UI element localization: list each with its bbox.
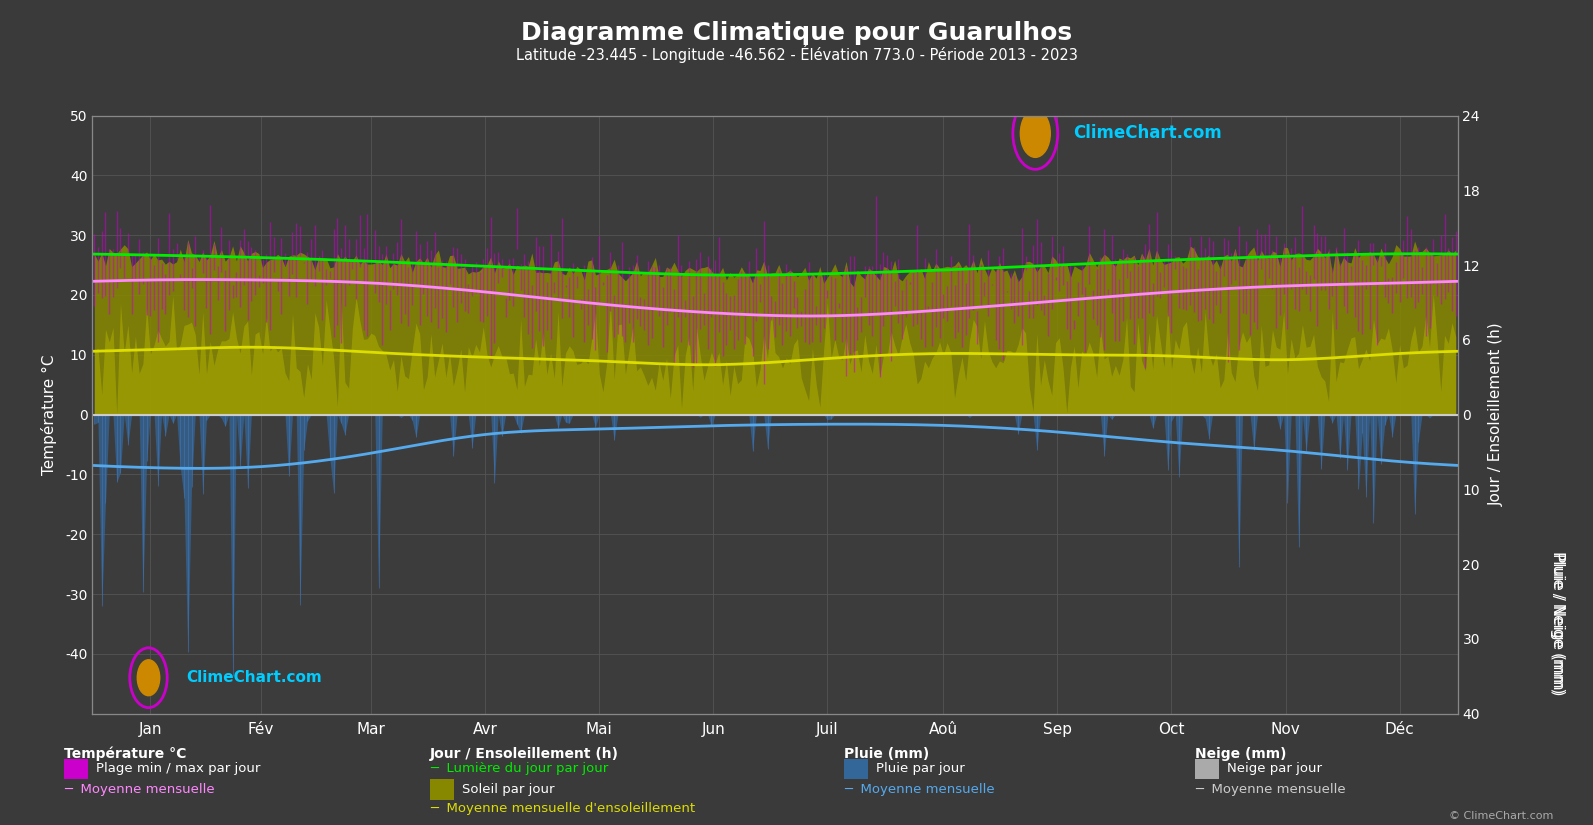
- Text: Neige par jour: Neige par jour: [1227, 762, 1322, 776]
- Text: Plage min / max par jour: Plage min / max par jour: [96, 762, 260, 776]
- Text: Pluie / Neige (mm): Pluie / Neige (mm): [1550, 551, 1566, 694]
- Text: © ClimeChart.com: © ClimeChart.com: [1448, 811, 1553, 821]
- Text: Pluie par jour: Pluie par jour: [876, 762, 965, 776]
- Text: ─  Moyenne mensuelle: ─ Moyenne mensuelle: [64, 783, 215, 796]
- Circle shape: [137, 660, 159, 695]
- Y-axis label: Température °C: Température °C: [41, 354, 57, 475]
- Text: Pluie (mm): Pluie (mm): [844, 747, 930, 761]
- Text: ClimeChart.com: ClimeChart.com: [1072, 125, 1222, 143]
- Text: ─  Lumière du jour par jour: ─ Lumière du jour par jour: [430, 762, 609, 776]
- Text: ─  Moyenne mensuelle: ─ Moyenne mensuelle: [1195, 783, 1346, 796]
- Text: ─  Moyenne mensuelle d'ensoleillement: ─ Moyenne mensuelle d'ensoleillement: [430, 802, 695, 815]
- Text: Soleil par jour: Soleil par jour: [462, 783, 554, 796]
- Text: ClimeChart.com: ClimeChart.com: [186, 670, 322, 686]
- Text: ─  Moyenne mensuelle: ─ Moyenne mensuelle: [844, 783, 996, 796]
- Circle shape: [1021, 110, 1050, 158]
- Y-axis label: Jour / Ensoleillement (h): Jour / Ensoleillement (h): [1488, 323, 1504, 507]
- Text: Pluie / Neige (mm): Pluie / Neige (mm): [1550, 553, 1566, 695]
- Text: Neige (mm): Neige (mm): [1195, 747, 1286, 761]
- Text: Latitude -23.445 - Longitude -46.562 - Élévation 773.0 - Période 2013 - 2023: Latitude -23.445 - Longitude -46.562 - É…: [516, 45, 1077, 64]
- Text: Jour / Ensoleillement (h): Jour / Ensoleillement (h): [430, 747, 620, 761]
- Text: Diagramme Climatique pour Guarulhos: Diagramme Climatique pour Guarulhos: [521, 21, 1072, 45]
- Text: Température °C: Température °C: [64, 747, 186, 761]
